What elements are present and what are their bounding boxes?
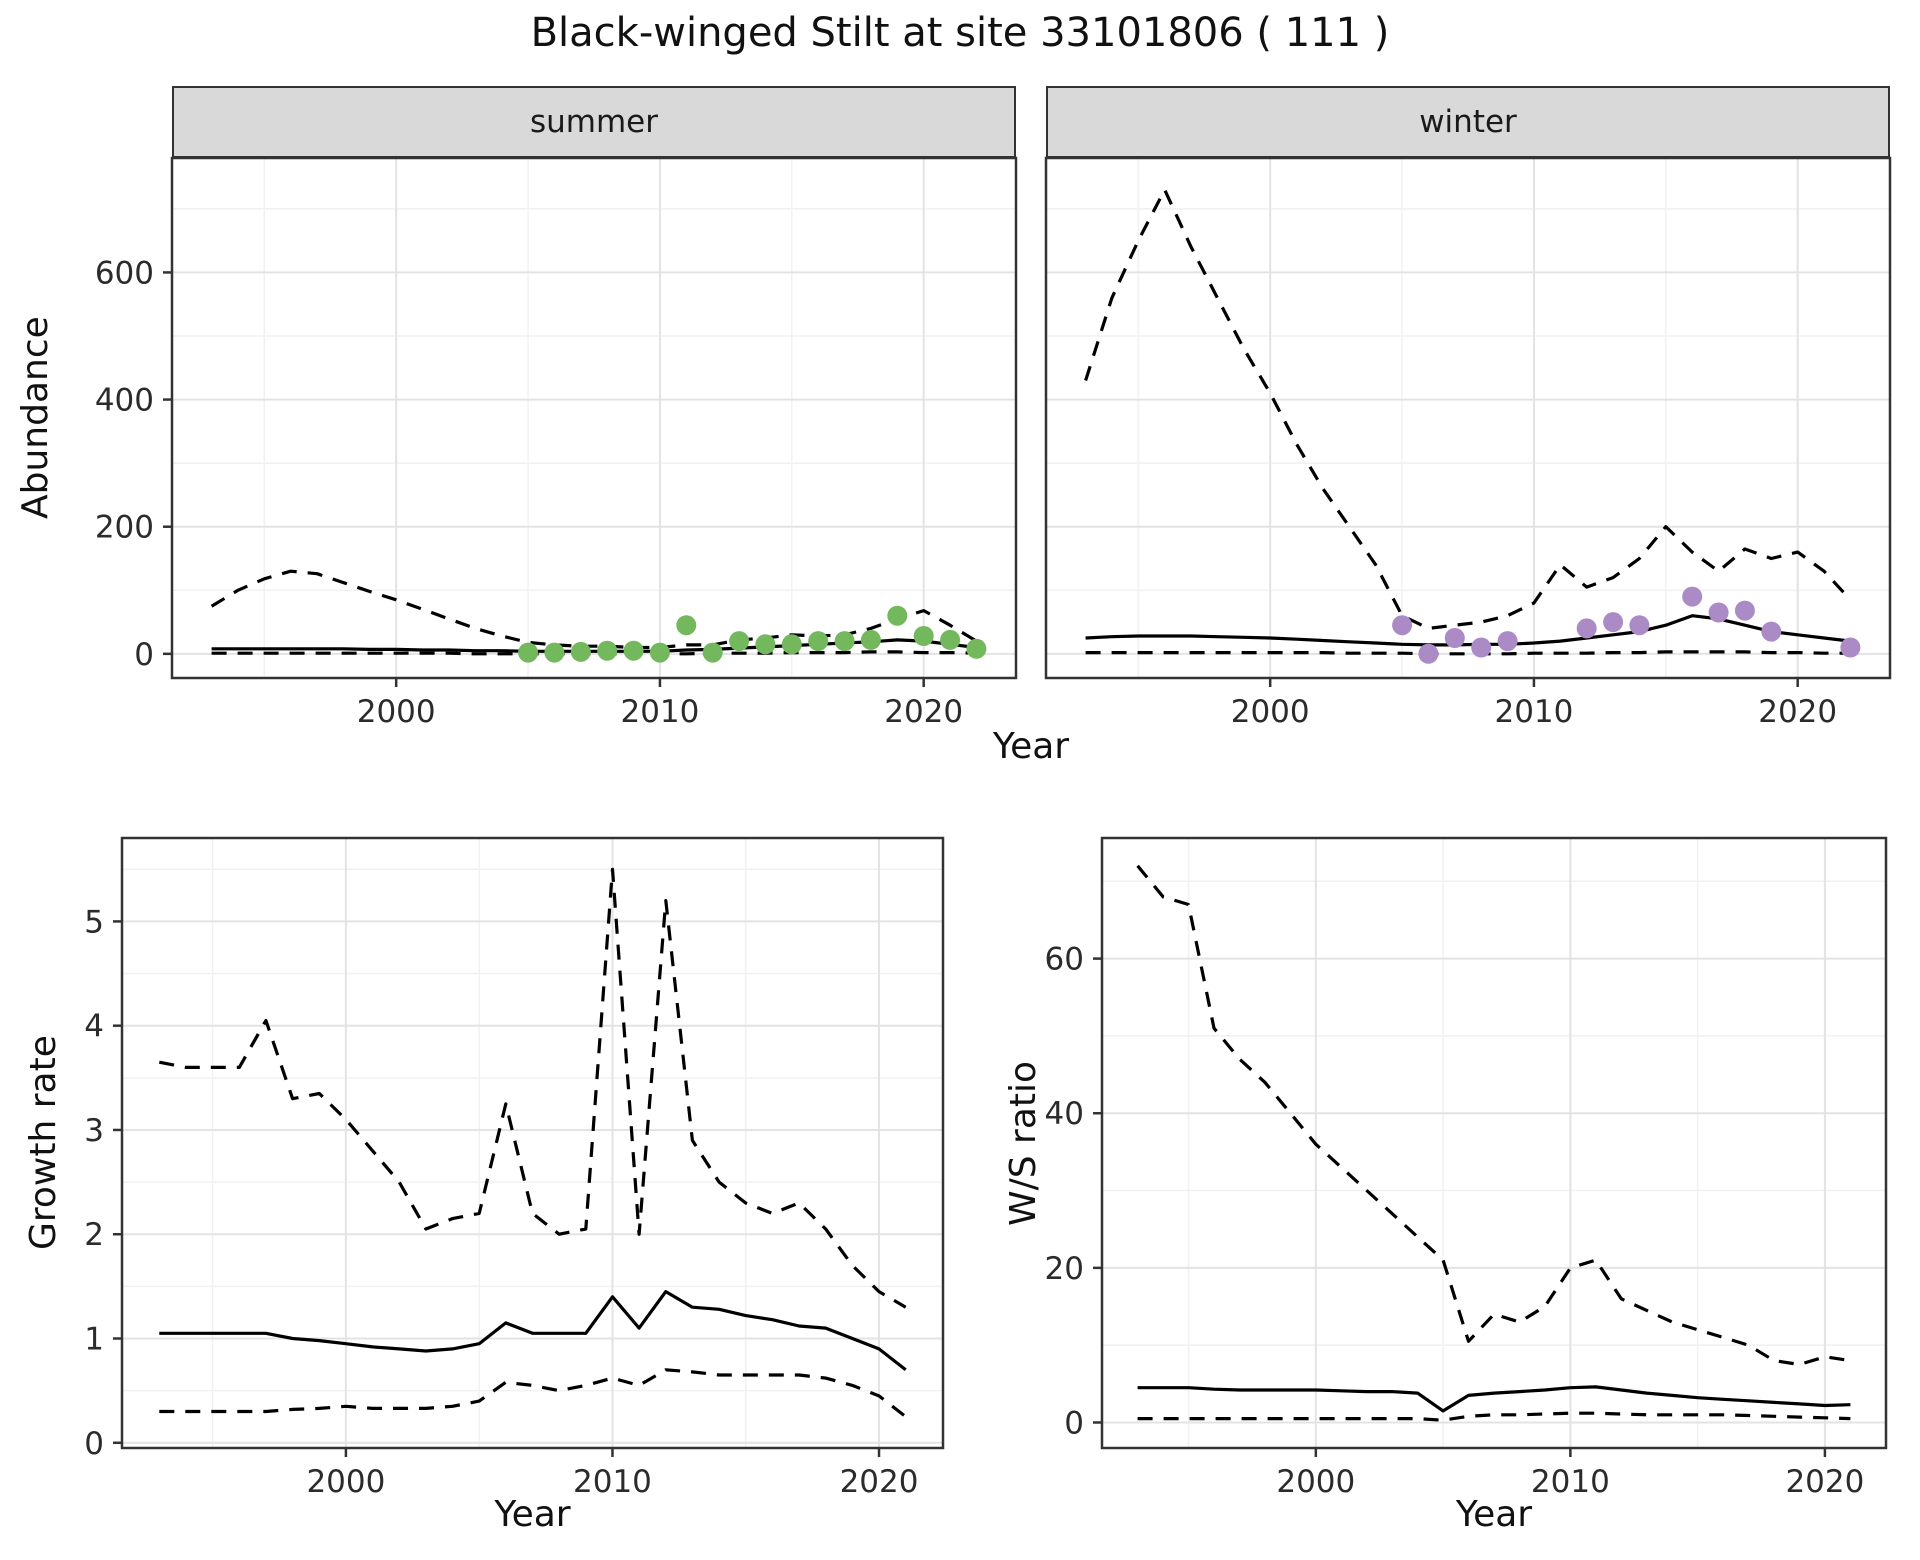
x-axis-label-year-top: Year (992, 726, 1070, 767)
svg-text:2020: 2020 (1758, 694, 1837, 730)
svg-text:2010: 2010 (1494, 694, 1573, 730)
svg-text:2010: 2010 (620, 694, 699, 730)
svg-text:2: 2 (84, 1217, 104, 1253)
svg-text:3: 3 (84, 1113, 104, 1149)
svg-text:2020: 2020 (884, 694, 963, 730)
svg-text:5: 5 (84, 904, 104, 940)
facet-label-winter: winter (1419, 104, 1517, 140)
svg-text:1: 1 (84, 1322, 104, 1358)
svg-text:0: 0 (1064, 1405, 1084, 1441)
facet-strip-summer: summer (172, 86, 1016, 158)
svg-text:0: 0 (134, 637, 154, 673)
y-axis-label-abundance: Abundance (15, 316, 56, 520)
svg-text:40: 40 (1045, 1096, 1084, 1132)
facet-strip-winter: winter (1046, 86, 1890, 158)
x-axis-label-year-ws: Year (1455, 1494, 1533, 1535)
chart-title: Black-winged Stilt at site 33101806 ( 11… (530, 10, 1390, 56)
y-axis-label-growth-rate: Growth rate (23, 1035, 64, 1251)
svg-text:0: 0 (84, 1426, 104, 1462)
facet-label-summer: summer (529, 104, 658, 140)
svg-text:2000: 2000 (357, 694, 436, 730)
svg-text:400: 400 (95, 383, 154, 419)
svg-text:20: 20 (1045, 1251, 1084, 1287)
y-axis-label-ws-ratio: W/S ratio (1003, 1060, 1044, 1226)
svg-text:600: 600 (95, 255, 154, 291)
svg-text:60: 60 (1045, 942, 1084, 978)
svg-text:4: 4 (84, 1009, 104, 1045)
svg-text:2000: 2000 (1231, 694, 1310, 730)
svg-text:200: 200 (95, 510, 154, 546)
x-axis-label-year-growth: Year (494, 1494, 571, 1535)
